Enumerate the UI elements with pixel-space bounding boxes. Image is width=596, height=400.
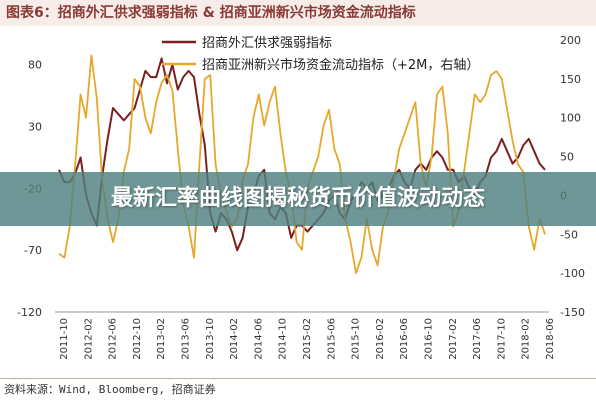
left-tick-label: -70 [24,244,42,257]
x-tick-label: 2014-02 [229,318,240,360]
source-note: 资料来源：Wind, Bloomberg, 招商证券 [4,383,216,396]
x-tick-label: 2018-02 [521,318,532,360]
x-tick-label: 2013-06 [181,318,192,360]
x-tick-label: 2017-06 [472,318,483,360]
legend-label: 招商亚洲新兴市场资金流动指标（+2M，右轴） [202,57,479,73]
x-tick-label: 2012-02 [83,318,94,360]
right-tick-label: -50 [560,228,578,241]
right-tick-label: 100 [560,112,581,125]
legend-label: 招商外汇供求强弱指标 [202,36,332,51]
x-tick-label: 2016-10 [424,318,435,360]
x-tick-label: 2015-02 [302,318,313,360]
x-tick-label: 2012-10 [132,318,143,360]
x-axis: 2011-10 2012-02 2012-06 2012-10 2013-02 2013-… [55,311,556,360]
x-tick-label: 2017-02 [448,318,459,360]
x-tick-label: 2014-10 [278,318,289,360]
x-tick-label: 2014-06 [253,318,264,360]
right-tick-label: 200 [560,34,581,47]
x-tick-label: 2017-10 [496,318,507,360]
left-tick-label: 30 [28,121,42,134]
right-tick-label: 150 [560,73,581,86]
right-tick-label: 50 [560,151,574,164]
x-tick-label: 2015-10 [351,318,362,360]
left-tick-label: 80 [28,59,42,72]
x-tick-label: 2012-06 [108,318,119,360]
x-tick-label: 2015-06 [326,318,337,360]
x-tick-label: 2013-02 [156,318,167,360]
footer-divider [0,378,596,379]
figure-title: 图表6：招商外汇供求强弱指标 & 招商亚洲新兴市场资金流动指标 [0,0,596,26]
x-tick-label: 2016-06 [399,318,410,360]
headline-overlay: 最新汇率曲线图揭秘货币价值波动动态 [0,172,596,226]
right-tick-label: -150 [560,306,585,319]
right-tick-label: -100 [560,267,585,280]
x-tick-label: 2016-02 [375,318,386,360]
left-tick-label: -120 [17,306,42,319]
x-tick-label: 2011-10 [59,318,70,360]
x-tick-label: 2018-06 [545,318,556,360]
x-tick-label: 2013-10 [205,318,216,360]
